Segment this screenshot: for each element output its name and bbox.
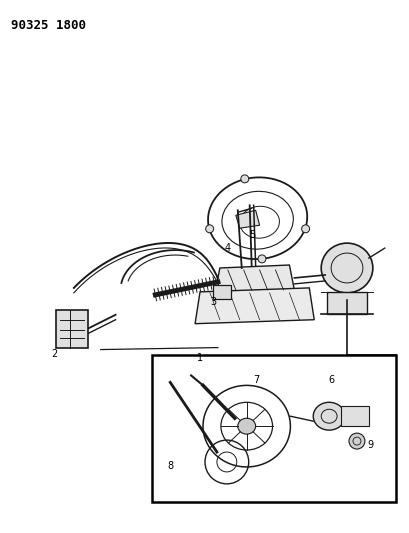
- Circle shape: [206, 225, 213, 233]
- Bar: [153, 354, 396, 502]
- Text: 9: 9: [368, 440, 374, 450]
- Circle shape: [301, 225, 310, 233]
- Bar: [56, 310, 88, 348]
- Polygon shape: [215, 265, 294, 293]
- Circle shape: [258, 255, 266, 263]
- Text: 90325 1800: 90325 1800: [11, 19, 86, 33]
- Polygon shape: [195, 288, 314, 324]
- Text: 6: 6: [328, 375, 334, 385]
- Ellipse shape: [238, 418, 256, 434]
- Bar: [341, 406, 369, 426]
- Ellipse shape: [321, 243, 373, 293]
- Text: 2: 2: [51, 349, 57, 359]
- Ellipse shape: [313, 402, 345, 430]
- Polygon shape: [236, 211, 260, 228]
- Bar: [327, 292, 367, 314]
- Circle shape: [241, 175, 249, 183]
- Bar: [213, 285, 231, 299]
- Text: 8: 8: [167, 461, 173, 471]
- Text: 3: 3: [210, 297, 216, 307]
- Circle shape: [349, 433, 365, 449]
- Text: 5: 5: [249, 230, 256, 240]
- Text: 7: 7: [254, 375, 260, 385]
- Text: 4: 4: [225, 243, 231, 253]
- Text: 1: 1: [197, 352, 203, 362]
